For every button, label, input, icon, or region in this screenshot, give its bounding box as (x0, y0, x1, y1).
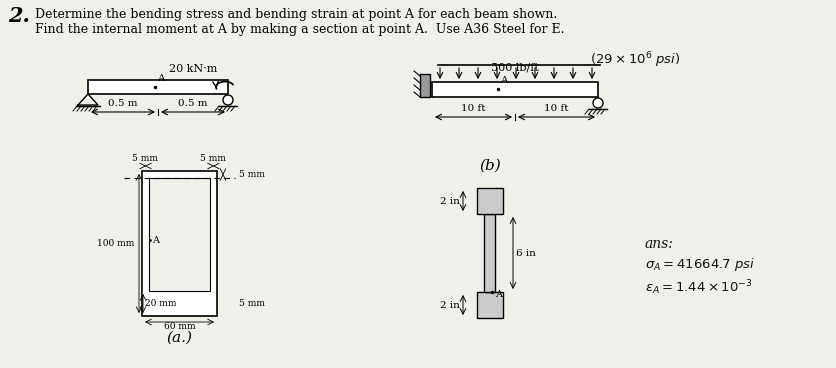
Bar (477, 292, 502, 318)
Text: A: A (152, 236, 159, 245)
Text: 0.5 m: 0.5 m (178, 99, 207, 108)
Text: 20 kN·m: 20 kN·m (169, 64, 217, 74)
Text: 60 mm: 60 mm (164, 322, 195, 331)
Text: 2 in: 2 in (440, 197, 460, 205)
Text: 10 ft: 10 ft (461, 104, 485, 113)
Bar (477, 188, 502, 214)
Text: 6 in: 6 in (515, 248, 535, 258)
Bar (420, 74, 430, 97)
Text: 5 mm: 5 mm (132, 154, 158, 163)
Text: 5 mm: 5 mm (201, 154, 227, 163)
Circle shape (592, 98, 602, 108)
Text: 2.: 2. (8, 6, 30, 26)
Text: $\sigma_A = 41664.7\ psi$: $\sigma_A = 41664.7\ psi$ (645, 256, 754, 273)
Text: 5 mm: 5 mm (239, 170, 265, 179)
Text: (b): (b) (478, 159, 500, 173)
Text: 2 in: 2 in (440, 301, 460, 309)
Text: 10 ft: 10 ft (543, 104, 568, 113)
Text: 500 lb/ft: 500 lb/ft (491, 63, 538, 73)
Bar (142, 171, 217, 316)
Text: A: A (494, 290, 502, 299)
Text: Determine the bending stress and bending strain at point A for each beam shown.: Determine the bending stress and bending… (35, 8, 557, 21)
Text: 100 mm: 100 mm (96, 239, 134, 248)
Bar (431, 82, 597, 97)
Bar (484, 214, 495, 292)
Circle shape (222, 95, 232, 105)
Text: A: A (157, 74, 165, 83)
Text: Find the internal moment at A by making a section at point A.  Use A36 Steel for: Find the internal moment at A by making … (35, 23, 563, 36)
Text: (a.): (a.) (166, 331, 192, 345)
Text: 5 mm: 5 mm (239, 299, 265, 308)
Text: 0.5 m: 0.5 m (108, 99, 138, 108)
Bar (88, 80, 227, 94)
Bar (149, 178, 210, 291)
Text: A: A (499, 76, 507, 85)
Text: 20 mm: 20 mm (145, 299, 176, 308)
Text: ans:: ans: (645, 237, 673, 251)
Text: $(29\times10^6\ psi)$: $(29\times10^6\ psi)$ (589, 50, 680, 70)
Text: $\varepsilon_A = 1.44\times10^{-3}$: $\varepsilon_A = 1.44\times10^{-3}$ (645, 278, 752, 297)
